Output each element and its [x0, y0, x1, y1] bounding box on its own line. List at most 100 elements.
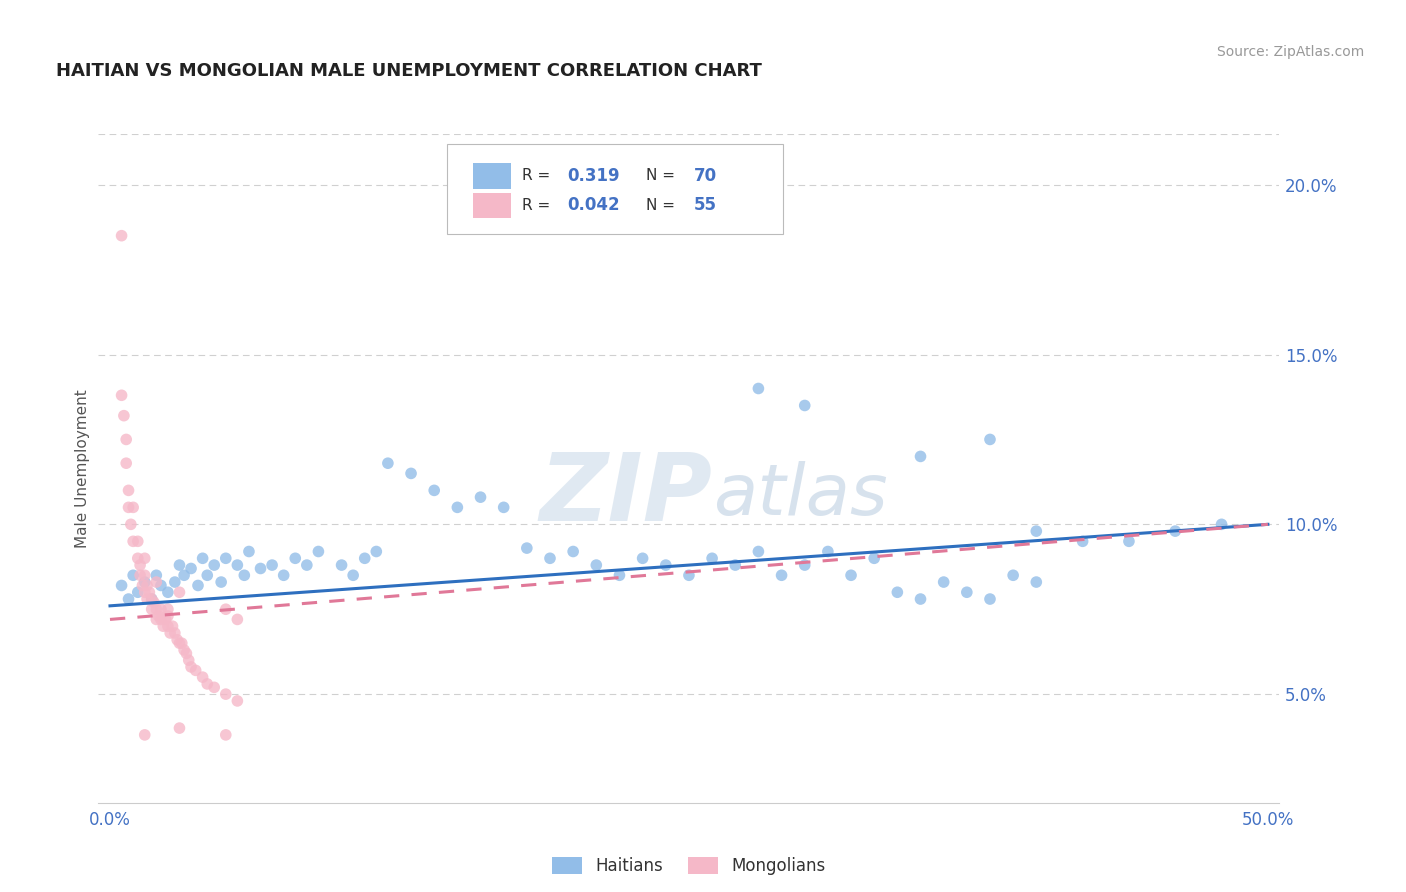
Point — [1025, 575, 1047, 590]
Point — [273, 568, 295, 582]
Point — [170, 636, 193, 650]
Point — [839, 568, 862, 582]
Point — [131, 578, 153, 592]
Text: ZIP: ZIP — [540, 449, 713, 541]
Text: 0.319: 0.319 — [567, 167, 620, 185]
Point — [141, 602, 163, 616]
Point — [1002, 568, 1025, 582]
Point — [655, 558, 678, 573]
Point — [238, 544, 260, 558]
Point — [956, 585, 979, 599]
Point — [173, 643, 195, 657]
Point — [202, 558, 225, 573]
Point — [145, 568, 167, 582]
Point — [110, 388, 132, 402]
Point — [793, 399, 815, 413]
Point — [163, 575, 186, 590]
Point — [149, 612, 172, 626]
Point — [377, 456, 399, 470]
Point — [155, 612, 177, 626]
Point — [117, 483, 139, 498]
FancyBboxPatch shape — [472, 163, 510, 189]
Point — [152, 619, 174, 633]
Point — [910, 592, 932, 607]
Point — [117, 500, 139, 515]
FancyBboxPatch shape — [472, 193, 510, 219]
Point — [129, 568, 152, 582]
Point — [136, 578, 159, 592]
Point — [149, 602, 172, 616]
Point — [562, 544, 585, 558]
Point — [145, 575, 167, 590]
Point — [156, 619, 179, 633]
Point — [149, 578, 172, 592]
Point — [191, 551, 214, 566]
Point — [122, 534, 145, 549]
Point — [202, 681, 225, 695]
Point — [148, 609, 170, 624]
Point — [1071, 534, 1094, 549]
Point — [492, 500, 515, 515]
Point — [156, 609, 179, 624]
Point — [122, 500, 145, 515]
Text: 55: 55 — [693, 196, 717, 214]
Point — [631, 551, 654, 566]
Point — [863, 551, 886, 566]
Legend: Haitians, Mongolians: Haitians, Mongolians — [546, 850, 832, 881]
Point — [979, 433, 1001, 447]
Point — [143, 595, 166, 609]
Point — [134, 551, 156, 566]
Text: N =: N = — [647, 198, 675, 213]
Point — [215, 687, 238, 701]
Point — [932, 575, 955, 590]
Point — [127, 534, 149, 549]
Point — [180, 660, 202, 674]
Point — [979, 592, 1001, 607]
Point — [177, 653, 200, 667]
FancyBboxPatch shape — [447, 144, 783, 235]
Point — [284, 551, 307, 566]
Point — [187, 578, 209, 592]
Point — [145, 612, 167, 626]
Point — [747, 544, 769, 558]
Point — [169, 585, 191, 599]
Point — [134, 728, 156, 742]
Point — [163, 626, 186, 640]
Point — [209, 575, 232, 590]
Point — [120, 517, 142, 532]
Point — [724, 558, 747, 573]
Point — [1118, 534, 1140, 549]
Point — [353, 551, 375, 566]
Point — [159, 626, 181, 640]
Point — [162, 619, 184, 633]
Point — [747, 382, 769, 396]
Point — [173, 568, 195, 582]
Point — [117, 592, 139, 607]
Point — [793, 558, 815, 573]
Point — [134, 585, 156, 599]
Point — [145, 602, 167, 616]
Text: R =: R = — [523, 169, 555, 184]
Point — [115, 433, 138, 447]
Point — [399, 467, 422, 481]
Text: atlas: atlas — [713, 460, 887, 530]
Point — [176, 646, 198, 660]
Point — [169, 558, 191, 573]
Point — [1211, 517, 1233, 532]
Point — [226, 694, 249, 708]
Text: Source: ZipAtlas.com: Source: ZipAtlas.com — [1216, 45, 1364, 59]
Point — [295, 558, 318, 573]
Point — [129, 558, 152, 573]
Point — [195, 677, 218, 691]
Point — [215, 602, 238, 616]
Point — [195, 568, 218, 582]
Point — [700, 551, 723, 566]
Point — [886, 585, 908, 599]
Point — [134, 568, 156, 582]
Point — [166, 632, 188, 647]
Point — [141, 592, 163, 607]
Point — [156, 602, 179, 616]
Point — [233, 568, 256, 582]
Point — [817, 544, 839, 558]
Point — [191, 670, 214, 684]
